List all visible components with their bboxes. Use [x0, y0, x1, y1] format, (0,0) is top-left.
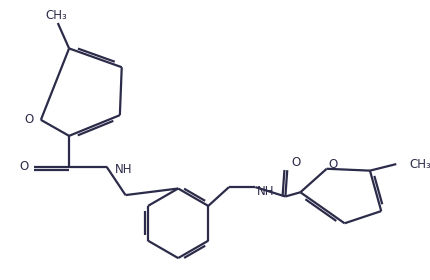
Text: O: O — [19, 160, 28, 173]
Text: CH₃: CH₃ — [408, 158, 430, 171]
Text: NH: NH — [115, 163, 132, 176]
Text: NH: NH — [257, 185, 274, 198]
Text: O: O — [328, 158, 337, 171]
Text: CH₃: CH₃ — [45, 9, 67, 22]
Text: O: O — [290, 156, 300, 169]
Text: O: O — [24, 113, 33, 126]
